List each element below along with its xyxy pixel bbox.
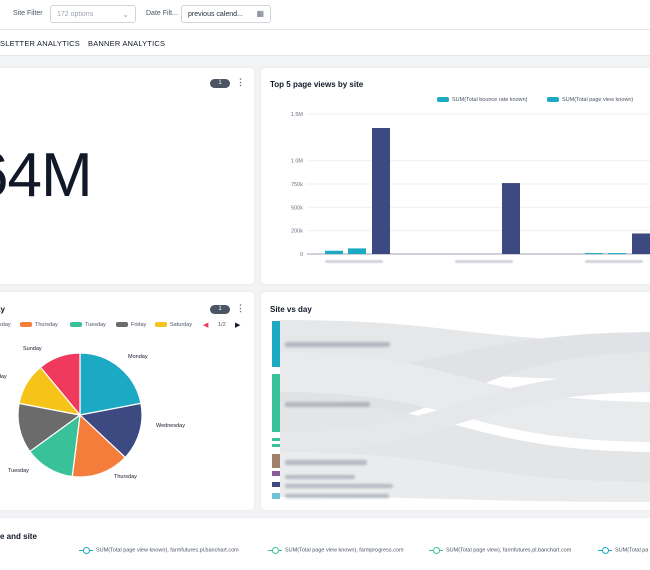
y-tick-label: 200k — [291, 229, 303, 235]
more-options-icon[interactable]: ⋮ — [236, 77, 245, 88]
bar[interactable] — [608, 253, 626, 254]
tab-newsletter-analytics[interactable]: SLETTER ANALYTICS — [0, 39, 80, 48]
line-marker-icon — [429, 547, 443, 553]
bar[interactable] — [585, 253, 603, 254]
site-filter-select[interactable]: 172 options ⌄ — [50, 5, 136, 23]
sankey-card: Site vs day — [261, 292, 650, 510]
filter-badge[interactable]: 1 — [210, 79, 230, 88]
bar-chart: 0 200k 500k 750k 1.0M 1.5M — [261, 68, 650, 284]
bar[interactable] — [632, 233, 650, 254]
date-filter-select[interactable]: previous calend... ▦ — [181, 5, 271, 23]
legend-label: SUM(Total page view known), farmprogress… — [285, 547, 404, 553]
line-marker-icon — [598, 547, 612, 553]
date-filter-value: previous calend... — [188, 11, 243, 18]
sankey-node — [272, 374, 280, 432]
bar[interactable] — [502, 183, 520, 254]
y-tick-label: 1.0M — [291, 159, 304, 165]
date-filter-label: Date Filt... — [146, 10, 178, 17]
kpi-card: 1 ⋮ 64M — [0, 68, 254, 284]
legend-label: SUM(Total pa — [615, 547, 648, 553]
y-tick-label: 1.5M — [291, 112, 304, 118]
bar[interactable] — [325, 251, 343, 254]
sankey-node — [272, 444, 280, 447]
legend-label: SUM(Total page view known), farmfutures.… — [96, 547, 239, 553]
slice-label-tuesday: Tuesday — [8, 468, 29, 474]
bar[interactable] — [372, 128, 390, 254]
slice-label-saturday: rday — [0, 374, 7, 380]
legend-label: SUM(Total page view), farmfutures.pl.ban… — [446, 547, 571, 553]
line-chart-card: e and site SUM(Total page view known), f… — [0, 518, 650, 570]
kpi-value: 64M — [0, 140, 92, 211]
slice-label-sunday: Sunday — [23, 346, 42, 352]
slice-label-thursday: Thursday — [114, 474, 137, 480]
pie-chart-card: ay 1 ⋮ esday Thursday Tuesday Friday Sat… — [0, 292, 254, 510]
y-tick-label: 0 — [300, 252, 303, 258]
line-marker-icon — [79, 547, 93, 553]
tab-banner-analytics[interactable]: BANNER ANALYTICS — [88, 39, 165, 48]
site-filter-label: Site Filter — [13, 10, 43, 17]
legend-item[interactable]: SUM(Total page view known), farmfutures.… — [79, 547, 239, 553]
sankey-diagram — [261, 292, 650, 510]
bar-chart-card: Top 5 page views by site SUM(Total bounc… — [261, 68, 650, 284]
sankey-node — [272, 321, 280, 367]
y-tick-label: 750k — [291, 182, 303, 188]
slice-label-wednesday: Wednesday — [156, 423, 185, 429]
sankey-node — [272, 438, 280, 441]
dashboard-tabs: SLETTER ANALYTICS BANNER ANALYTICS — [0, 30, 650, 56]
y-tick-label: 500k — [291, 205, 303, 211]
x-tick-label — [325, 260, 383, 263]
x-tick-label — [585, 260, 643, 263]
x-tick-label — [455, 260, 513, 263]
sankey-node — [272, 471, 280, 476]
legend-item[interactable]: SUM(Total page view), farmfutures.pl.ban… — [429, 547, 571, 553]
sankey-node — [272, 493, 280, 499]
legend-item[interactable]: SUM(Total pa — [598, 547, 648, 553]
sankey-flows — [280, 320, 650, 502]
chevron-down-icon: ⌄ — [122, 10, 129, 19]
legend-item[interactable]: SUM(Total page view known), farmprogress… — [268, 547, 404, 553]
calendar-icon: ▦ — [256, 9, 264, 18]
sankey-node — [272, 482, 280, 487]
site-filter-placeholder: 172 options — [57, 11, 93, 18]
filter-bar: Site Filter 172 options ⌄ Date Filt... p… — [0, 0, 650, 30]
sankey-node — [272, 454, 280, 468]
line-marker-icon — [268, 547, 282, 553]
bar[interactable] — [348, 248, 366, 254]
slice-label-monday: Monday — [128, 354, 148, 360]
card-title: e and site — [0, 532, 37, 541]
